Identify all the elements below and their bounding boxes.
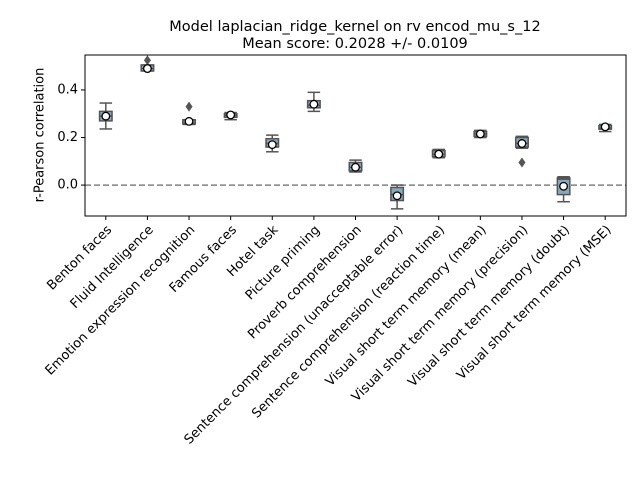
mean — [434, 149, 444, 159]
mean — [600, 122, 610, 132]
mean — [517, 139, 527, 148]
x-tick-label: Sentence comprehension (reaction time) — [249, 223, 448, 422]
y-tick-label: 0.4 — [57, 82, 78, 97]
mean — [309, 99, 319, 109]
mean — [475, 129, 485, 139]
mean — [267, 140, 277, 150]
mean — [351, 162, 360, 172]
outlier — [185, 101, 193, 112]
mean — [559, 181, 569, 191]
x-tick-label: Picture priming — [243, 223, 323, 303]
y-tick-label: 0.0 — [57, 178, 78, 193]
y-tick-label: 0.2 — [57, 130, 78, 145]
x-tick-label: Visual short term memory (MSE) — [454, 223, 614, 383]
mean — [101, 111, 111, 121]
mean — [184, 116, 194, 126]
outlier — [518, 157, 526, 168]
outlier — [143, 55, 151, 66]
chart-title: Model laplacian_ridge_kernel on rv encod… — [169, 19, 540, 35]
mean — [142, 64, 152, 74]
chart-subtitle: Mean score: 0.2028 +/- 0.0109 — [242, 36, 468, 52]
mean — [226, 110, 236, 120]
y-axis-label: r-Pearson correlation — [33, 68, 48, 203]
x-tick-label: Emotion expression recognition — [43, 223, 199, 379]
plot-frame — [84, 54, 627, 217]
mean — [392, 191, 402, 201]
